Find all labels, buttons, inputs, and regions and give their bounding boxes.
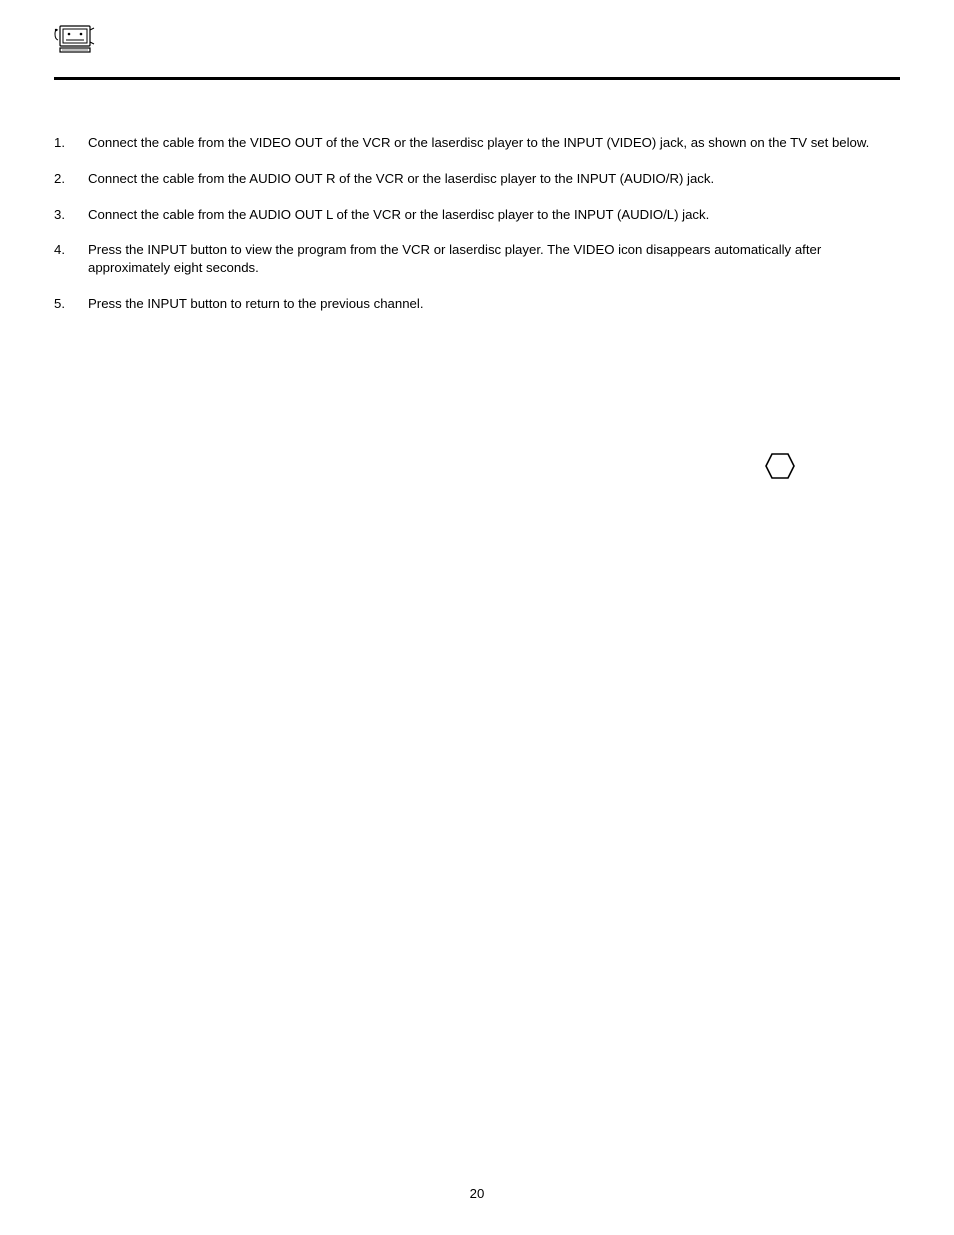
list-number: 2. (54, 170, 88, 188)
list-text: Press the INPUT button to return to the … (88, 295, 894, 313)
list-item: 1. Connect the cable from the VIDEO OUT … (54, 134, 894, 152)
list-text: Connect the cable from the VIDEO OUT of … (88, 134, 894, 152)
list-text: Press the INPUT button to view the progr… (88, 241, 894, 277)
list-item: 5. Press the INPUT button to return to t… (54, 295, 894, 313)
page-header (54, 22, 900, 80)
list-text: Connect the cable from the AUDIO OUT R o… (88, 170, 894, 188)
tv-logo-icon (54, 22, 98, 58)
list-number: 5. (54, 295, 88, 313)
list-item: 4. Press the INPUT button to view the pr… (54, 241, 894, 277)
list-number: 3. (54, 206, 88, 224)
list-item: 2. Connect the cable from the AUDIO OUT … (54, 170, 894, 188)
list-number: 4. (54, 241, 88, 277)
document-page: 1. Connect the cable from the VIDEO OUT … (0, 0, 954, 1235)
instruction-list: 1. Connect the cable from the VIDEO OUT … (54, 134, 900, 313)
hexagon-icon (764, 452, 796, 480)
list-item: 3. Connect the cable from the AUDIO OUT … (54, 206, 894, 224)
list-text: Connect the cable from the AUDIO OUT L o… (88, 206, 894, 224)
page-number: 20 (0, 1186, 954, 1201)
list-number: 1. (54, 134, 88, 152)
